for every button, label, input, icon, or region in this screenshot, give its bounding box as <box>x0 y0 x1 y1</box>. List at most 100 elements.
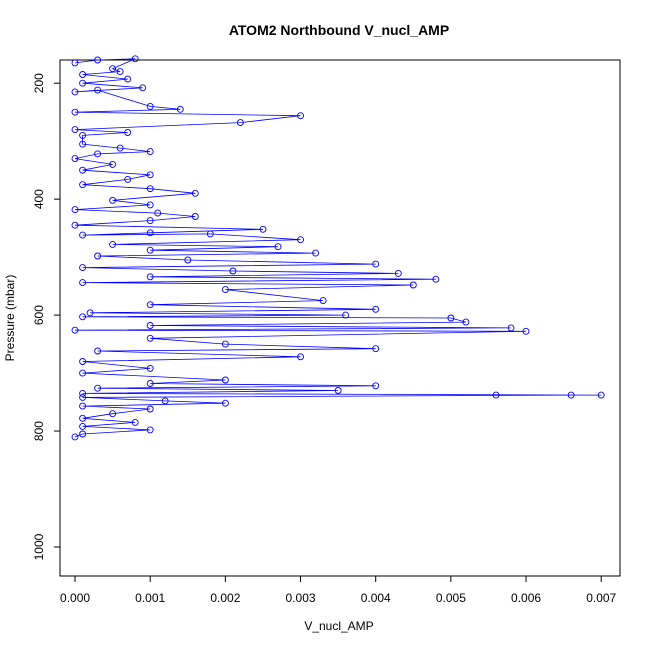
x-tick-label: 0.006 <box>511 591 541 605</box>
x-axis-title: V_nucl_AMP <box>304 619 373 633</box>
x-tick-label: 0.000 <box>60 591 90 605</box>
data-point <box>161 397 169 405</box>
data-point <box>146 229 154 237</box>
data-point <box>79 79 87 87</box>
data-point <box>507 324 515 332</box>
data-point <box>146 217 154 225</box>
data-point <box>71 155 79 163</box>
data-point <box>79 358 87 365</box>
data-point <box>79 279 87 287</box>
data-point <box>79 181 87 189</box>
y-tick-label: 400 <box>32 189 46 209</box>
data-point <box>79 389 87 397</box>
data-point <box>154 209 162 217</box>
data-point <box>146 426 154 434</box>
data-point <box>221 376 229 384</box>
data-point <box>146 185 154 193</box>
data-point <box>139 84 147 92</box>
data-point <box>372 305 380 313</box>
data-point <box>71 126 79 134</box>
data-point <box>116 144 124 152</box>
data-point <box>297 112 304 120</box>
data-point <box>79 71 87 78</box>
data-point <box>146 322 154 329</box>
chart-title: ATOM2 Northbound V_nucl_AMP <box>229 22 449 38</box>
data-point <box>334 387 342 394</box>
y-tick-label: 1000 <box>32 533 46 560</box>
data-point <box>79 414 87 422</box>
data-point <box>94 56 102 64</box>
data-point <box>146 102 154 110</box>
data-point <box>146 405 154 413</box>
data-point <box>274 243 282 251</box>
data-point <box>319 297 327 305</box>
data-point <box>124 75 132 83</box>
data-point <box>176 105 184 113</box>
data-point <box>191 213 199 220</box>
data-point <box>372 260 380 268</box>
data-point <box>372 382 380 390</box>
data-point <box>79 140 87 148</box>
data-point <box>432 275 440 283</box>
data-point <box>109 240 117 248</box>
data-point <box>259 225 267 233</box>
data-point <box>146 380 154 387</box>
x-axis: 0.000 0.001 0.002 0.003 0.004 0.005 0.006 0.007 <box>60 575 617 605</box>
data-point <box>71 88 79 96</box>
data-point <box>567 391 575 399</box>
data-point <box>184 256 192 264</box>
data-point <box>146 201 154 209</box>
data-point <box>462 318 470 326</box>
data-point <box>109 160 117 168</box>
data-point <box>79 369 87 377</box>
data-point <box>206 230 214 238</box>
data-point <box>146 246 154 254</box>
data-point <box>79 393 87 401</box>
data-point <box>71 59 79 67</box>
data-point <box>79 422 87 430</box>
data-point <box>342 311 350 319</box>
data-point <box>297 236 304 244</box>
data-point <box>131 55 139 63</box>
data-point <box>109 410 117 418</box>
data-point <box>124 129 132 136</box>
data-point <box>221 399 229 407</box>
x-tick-label: 0.002 <box>210 591 240 605</box>
data-point <box>94 384 102 392</box>
data-point <box>146 364 154 372</box>
data-point <box>109 196 117 204</box>
data-point <box>94 150 102 158</box>
x-tick-label: 0.007 <box>586 591 616 605</box>
data-point <box>79 131 87 139</box>
data-point <box>79 264 87 272</box>
data-point <box>297 353 304 361</box>
x-tick-label: 0.001 <box>135 591 165 605</box>
data-point <box>221 340 229 348</box>
data-point <box>394 269 402 277</box>
data-point <box>409 281 417 289</box>
y-tick-label: 600 <box>32 305 46 325</box>
data-point <box>79 430 87 438</box>
data-point <box>312 249 320 257</box>
data-point <box>124 175 132 183</box>
data-point <box>146 301 154 309</box>
data-point <box>71 206 79 214</box>
y-tick-label: 200 <box>32 73 46 93</box>
data-point <box>146 273 154 281</box>
data-point <box>94 86 102 94</box>
data-point <box>86 309 94 317</box>
y-axis-title: Pressure (mbar) <box>3 275 17 362</box>
data-point <box>447 314 455 322</box>
data-point <box>229 267 237 275</box>
y-tick-label: 800 <box>32 421 46 441</box>
data-point <box>79 231 87 239</box>
y-axis: 200 400 600 800 1000 <box>32 73 61 560</box>
series-line <box>74 58 602 438</box>
data-point <box>597 391 605 399</box>
data-point <box>372 345 380 353</box>
x-tick-label: 0.004 <box>361 591 391 605</box>
data-point <box>94 252 102 260</box>
data-point <box>236 119 244 127</box>
